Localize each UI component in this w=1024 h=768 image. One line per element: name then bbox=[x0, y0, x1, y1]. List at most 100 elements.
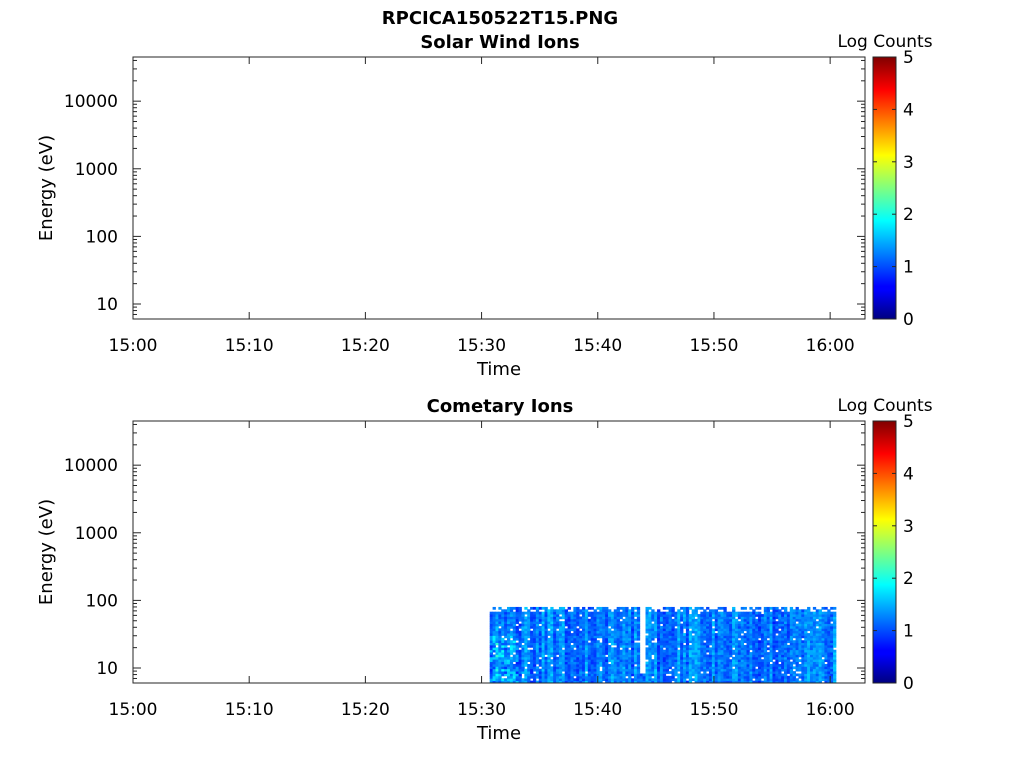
spectrogram-cell bbox=[674, 621, 678, 624]
spectrogram-cell bbox=[507, 623, 511, 627]
spectrogram-cell bbox=[772, 611, 776, 615]
spectrogram-cell bbox=[564, 654, 569, 658]
spectrogram-cell bbox=[492, 661, 496, 665]
spectrogram-cell bbox=[642, 678, 646, 682]
spectrogram-cell bbox=[798, 668, 802, 672]
spectrogram-cell bbox=[622, 618, 626, 622]
spectrogram-cell bbox=[616, 614, 620, 617]
spectrogram-cell bbox=[599, 678, 603, 682]
spectrogram-cell bbox=[804, 654, 808, 658]
spectrogram-cell bbox=[732, 623, 736, 627]
spectrogram-cell bbox=[827, 659, 831, 663]
panel-title: Solar Wind Ions bbox=[420, 32, 579, 53]
spectrogram-cell bbox=[703, 680, 707, 684]
spectrogram-cell bbox=[786, 666, 791, 670]
spectrogram-cell bbox=[792, 609, 796, 613]
spectrogram-cell bbox=[804, 628, 808, 632]
spectrogram-cell bbox=[833, 668, 837, 672]
spectrogram-cell bbox=[807, 640, 811, 643]
spectrogram-cell bbox=[501, 659, 505, 663]
spectrogram-cell bbox=[674, 623, 678, 627]
spectrogram-cell bbox=[535, 614, 540, 617]
spectrogram-cell bbox=[550, 614, 554, 617]
spectrogram-cell bbox=[683, 661, 687, 665]
spectrogram-cell bbox=[801, 623, 805, 627]
spectrogram-cell bbox=[786, 621, 791, 624]
spectrogram-cell bbox=[778, 659, 782, 663]
spectrogram-cell bbox=[807, 673, 811, 677]
spectrogram-cell bbox=[619, 659, 623, 663]
spectrogram-cell bbox=[665, 628, 669, 632]
spectrogram-cell bbox=[570, 671, 574, 674]
spectrogram-cell bbox=[729, 654, 733, 658]
spectrogram-cell bbox=[501, 661, 505, 665]
spectrogram-cell bbox=[688, 656, 693, 660]
spectrogram-cell bbox=[564, 666, 569, 670]
spectrogram-cell bbox=[631, 680, 635, 684]
spectrogram-cell bbox=[680, 666, 684, 670]
spectrogram-cell bbox=[812, 614, 817, 617]
spectrogram-cell bbox=[541, 652, 545, 655]
spectrogram-cell bbox=[613, 678, 618, 682]
spectrogram-cell bbox=[737, 630, 742, 634]
spectrogram-cell bbox=[584, 654, 589, 658]
spectrogram-cell bbox=[608, 623, 612, 627]
spectrogram-cell bbox=[688, 652, 693, 655]
spectrogram-cell bbox=[700, 623, 704, 627]
spectrogram-cell bbox=[547, 630, 551, 634]
spectrogram-cell bbox=[619, 623, 623, 627]
spectrogram-cell bbox=[671, 614, 675, 617]
spectrogram-cell bbox=[801, 649, 805, 653]
spectrogram-cell bbox=[723, 616, 727, 620]
spectrogram-cell bbox=[507, 640, 511, 643]
spectrogram-cell bbox=[564, 673, 569, 677]
spectrogram-cell bbox=[553, 609, 557, 613]
spectrogram-cell bbox=[593, 628, 597, 632]
spectrogram-cell bbox=[599, 659, 603, 663]
spectrogram-cell bbox=[671, 673, 675, 677]
spectrogram-cell bbox=[827, 654, 831, 658]
spectrogram-cell bbox=[596, 630, 600, 634]
spectrogram-cell bbox=[697, 616, 701, 620]
spectrogram-cell bbox=[723, 609, 727, 613]
spectrogram-cell bbox=[512, 635, 517, 639]
spectrogram-cell bbox=[602, 616, 606, 620]
spectrogram-cell bbox=[758, 611, 762, 615]
spectrogram-cell bbox=[504, 652, 508, 655]
spectrogram-cell bbox=[662, 654, 667, 658]
spectrogram-cell bbox=[821, 668, 825, 672]
spectrogram-cell bbox=[518, 673, 522, 677]
spectrogram-cell bbox=[743, 621, 747, 624]
spectrogram-cell bbox=[772, 673, 776, 677]
spectrogram-cell bbox=[628, 621, 632, 624]
spectrogram-cell bbox=[582, 644, 586, 648]
spectrogram-cell bbox=[507, 606, 511, 610]
spectrogram-cell bbox=[628, 630, 632, 634]
spectrogram-cell bbox=[821, 611, 825, 615]
spectrogram-cell bbox=[833, 616, 837, 620]
spectrogram-cell bbox=[593, 611, 597, 615]
spectrogram-cell bbox=[584, 616, 589, 620]
spectrogram-cell bbox=[608, 656, 612, 660]
spectrogram-cell bbox=[743, 680, 747, 684]
spectrogram-cell bbox=[775, 668, 779, 672]
spectrogram-cell bbox=[648, 635, 652, 639]
spectrogram-cell bbox=[795, 618, 799, 622]
spectrogram-cell bbox=[576, 633, 580, 636]
spectrogram-cell bbox=[821, 652, 825, 655]
spectrogram-cell bbox=[827, 649, 831, 653]
spectrogram-cell bbox=[789, 642, 794, 646]
spectrogram-cell bbox=[792, 633, 796, 636]
spectrogram-cell bbox=[593, 642, 597, 646]
spectrogram-cell bbox=[778, 633, 782, 636]
spectrogram-cell bbox=[648, 621, 652, 624]
spectrogram-cell bbox=[616, 606, 620, 610]
spectrogram-cell bbox=[532, 647, 537, 651]
spectrogram-cell bbox=[570, 628, 574, 632]
spectrogram-cell bbox=[657, 609, 661, 613]
spectrogram-cell bbox=[619, 642, 623, 646]
spectrogram-cell bbox=[683, 656, 687, 660]
spectrogram-cell bbox=[801, 668, 805, 672]
spectrogram-cell bbox=[489, 633, 493, 636]
spectrogram-cell bbox=[521, 649, 525, 653]
